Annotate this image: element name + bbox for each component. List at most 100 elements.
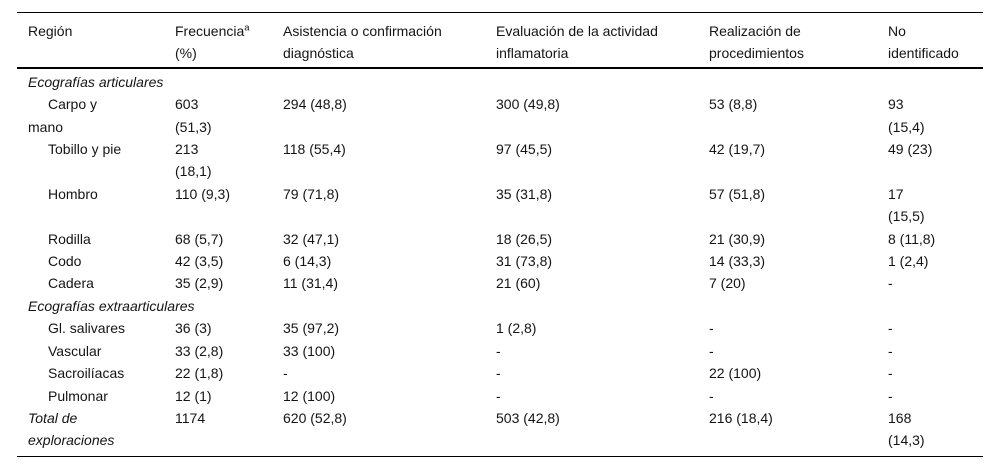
table-row: Gl. salivares 36 (3) 35 (97,2) 1 (2,8) - -: [17, 317, 983, 339]
value-cell: 1 (2,8): [496, 320, 537, 337]
value-cell: 17 (15,5): [888, 185, 925, 225]
value-cell: -: [888, 320, 893, 337]
header-no-identificado-line2: identificado: [888, 45, 959, 62]
header-no-identificado-line1: No: [888, 23, 906, 39]
value-cell: 33 (100): [283, 342, 336, 359]
header-frecuencia-label: Frecuencia: [175, 23, 245, 39]
value-cell: 1174: [175, 409, 206, 426]
value-cell: 42 (3,5): [175, 253, 224, 270]
value-cell: 14 (33,3): [709, 253, 766, 270]
region-cell: Cadera: [48, 275, 94, 292]
value-cell: 21 (60): [496, 275, 541, 292]
value-cell: 68 (5,7): [175, 230, 224, 247]
value-cell: -: [709, 387, 714, 404]
value-cell: 12 (100): [283, 387, 336, 404]
value-cell: 216 (18,4): [709, 409, 773, 426]
table-row: Pulmonar 12 (1) 12 (100) - - -: [17, 385, 983, 407]
value-cell: 97 (45,5): [496, 141, 553, 158]
region-cell: Pulmonar: [48, 387, 108, 404]
header-asistencia-line1: Asistencia o confirmación: [283, 23, 442, 39]
table-body: Ecografías articulares Carpo y mano 603 (5…: [17, 68, 983, 456]
header-region: Región: [17, 13, 175, 68]
header-asistencia-line2: diagnóstica: [283, 45, 354, 62]
value-cell: -: [496, 365, 501, 382]
value-cell: -: [709, 342, 714, 359]
value-cell: 22 (1,8): [175, 365, 224, 382]
value-cell: 603 (51,3): [175, 96, 212, 135]
value-cell: 7 (20): [709, 275, 746, 292]
region-cell: Rodilla: [48, 230, 91, 247]
value-cell: -: [888, 387, 893, 404]
value-cell: 18 (26,5): [496, 230, 553, 247]
value-cell: 79 (71,8): [283, 185, 340, 202]
value-cell: 12 (1): [175, 387, 212, 404]
header-realizacion-line1: Realización de: [709, 23, 801, 39]
header-frecuencia: Frecuenciaa (%): [175, 13, 283, 68]
value-cell: 35 (97,2): [283, 320, 340, 337]
value-cell: -: [888, 342, 893, 359]
region-cell: Carpo y mano: [28, 96, 98, 135]
ultrasound-regions-table: Región Frecuenciaa (%) Asistencia o confi…: [17, 12, 983, 457]
table-row: Vascular 33 (2,8) 33 (100) - - -: [17, 340, 983, 362]
value-cell: 32 (47,1): [283, 230, 340, 247]
region-cell: Hombro: [48, 185, 98, 202]
total-row: Total de exploraciones 1174 620 (52,8) 503 …: [17, 407, 983, 456]
value-cell: 168 (14,3): [888, 409, 925, 449]
value-cell: -: [496, 387, 501, 404]
header-no-identificado: No identificado: [888, 13, 983, 68]
region-cell: Sacroilíacas: [48, 365, 125, 382]
region-cell: Codo: [48, 253, 82, 270]
value-cell: 11 (31,4): [283, 275, 338, 292]
table-row: Tobillo y pie 213 (18,1) 118 (55,4) 97 (45,…: [17, 138, 983, 183]
table-row: Carpo y mano 603 (51,3) 294 (48,8) 300 (49,…: [17, 93, 983, 138]
table-row: Hombro 110 (9,3) 79 (71,8) 35 (31,8) 57 (51,…: [17, 183, 983, 228]
value-cell: 93 (15,4): [888, 96, 925, 135]
value-cell: 53 (8,8): [709, 96, 758, 113]
region-cell: Vascular: [48, 342, 102, 359]
section-row: Ecografías articulares: [17, 68, 983, 93]
header-evaluacion-line1: Evaluación de la actividad: [496, 23, 658, 39]
value-cell: 300 (49,8): [496, 96, 560, 113]
region-cell: Gl. salivares: [48, 320, 126, 337]
value-cell: 110 (9,3): [175, 185, 230, 202]
value-cell: 42 (19,7): [709, 141, 766, 158]
value-cell: 57 (51,8): [709, 185, 766, 202]
value-cell: -: [888, 275, 893, 292]
table-row: Codo 42 (3,5) 6 (14,3) 31 (73,8) 14 (33,3) 1 …: [17, 250, 983, 272]
value-cell: 33 (2,8): [175, 342, 224, 359]
section-row: Ecografías extraarticulares: [17, 295, 983, 317]
value-cell: 35 (31,8): [496, 185, 553, 202]
value-cell: 118 (55,4): [283, 141, 346, 158]
value-cell: 503 (42,8): [496, 409, 560, 426]
header-asistencia: Asistencia o confirmación diagnóstica: [283, 13, 496, 68]
region-cell: Ecografías extraarticulares: [28, 297, 195, 314]
value-cell: 294 (48,8): [283, 96, 347, 113]
value-cell: 21 (30,9): [709, 230, 766, 247]
header-evaluacion-line2: inflamatoria: [496, 45, 569, 62]
value-cell: -: [283, 365, 288, 382]
value-cell: 8 (11,8): [888, 230, 936, 247]
header-row: Región Frecuenciaa (%) Asistencia o confi…: [17, 13, 983, 68]
value-cell: -: [496, 342, 501, 359]
value-cell: 213 (18,1): [175, 141, 212, 180]
table-row: Sacroilíacas 22 (1,8) - - 22 (100) -: [17, 362, 983, 384]
value-cell: -: [888, 365, 893, 382]
region-cell: Total de exploraciones: [28, 409, 115, 449]
value-cell: 35 (2,9): [175, 275, 224, 292]
header-region-label: Región: [28, 23, 73, 39]
value-cell: 6 (14,3): [283, 253, 332, 270]
value-cell: 620 (52,8): [283, 409, 347, 426]
header-realizacion-line2: procedimientos: [709, 45, 804, 62]
value-cell: 49 (23): [888, 141, 933, 158]
header-evaluacion: Evaluación de la actividad inflamatoria: [496, 13, 709, 68]
region-cell: Tobillo y pie: [48, 141, 122, 158]
footnote-marker-a: a: [244, 22, 250, 34]
table-header: Región Frecuenciaa (%) Asistencia o confi…: [17, 13, 983, 68]
value-cell: 22 (100): [709, 365, 762, 382]
table-row: Rodilla 68 (5,7) 32 (47,1) 18 (26,5) 21 (30,…: [17, 228, 983, 250]
value-cell: 1 (2,4): [888, 253, 929, 270]
header-frecuencia-unit: (%): [175, 45, 197, 62]
header-realizacion: Realización de procedimientos: [709, 13, 888, 68]
region-cell: Ecografías articulares: [28, 73, 164, 90]
